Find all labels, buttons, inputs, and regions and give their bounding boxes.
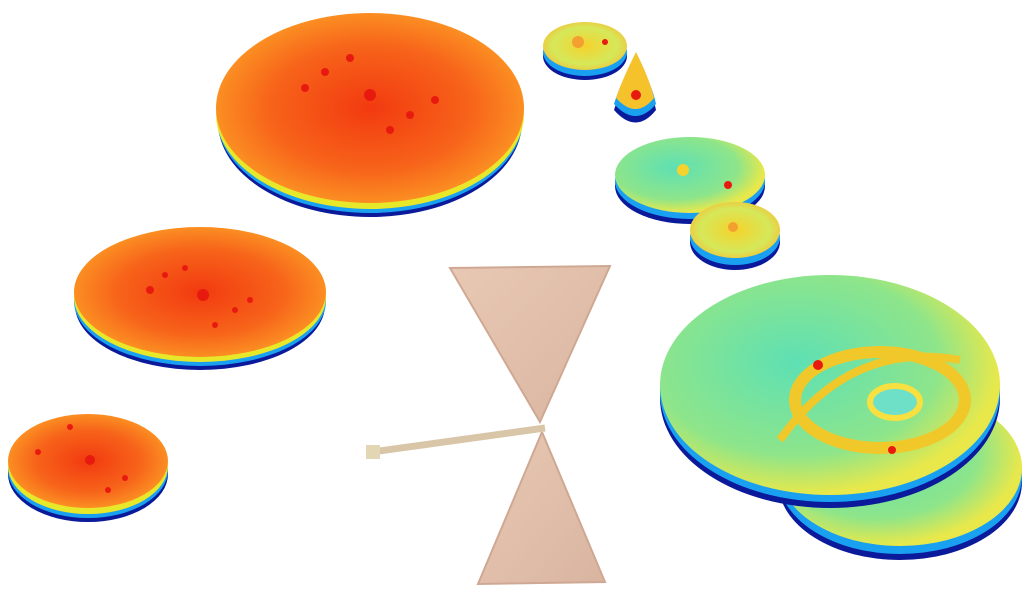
bowtie-antenna [366,264,612,586]
disc-small [8,414,168,522]
disc-pair-small [543,22,656,123]
disc-medium [74,227,326,370]
disc-large [216,13,524,217]
disc-pair-large [660,275,1022,560]
disc-pair-medium [615,137,780,270]
